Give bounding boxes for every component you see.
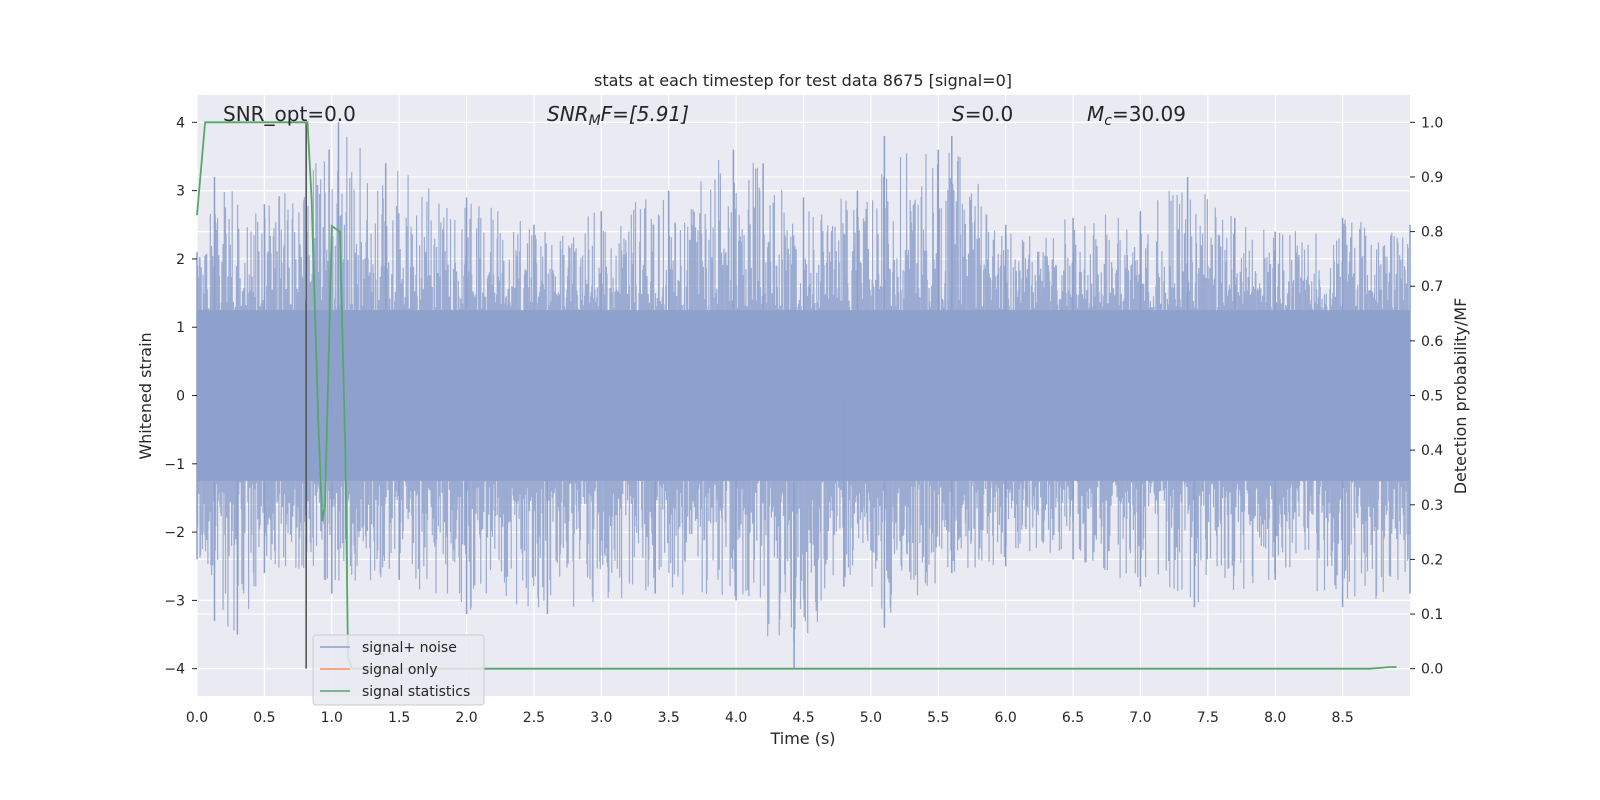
annotation-mc-base: M bbox=[1087, 102, 1104, 126]
y-axis-right-ticks: 0.0 0.1 0.2 0.3 0.4 0.5 0.6 0.7 0.8 0.9 1.0 bbox=[1410, 115, 1443, 678]
y-right-tick-label: 0.2 bbox=[1421, 552, 1443, 568]
statistics-line bbox=[196, 121, 1397, 670]
y-tick-label: −4 bbox=[164, 662, 185, 678]
y-right-tick-label: 0.5 bbox=[1421, 389, 1443, 405]
annotation-snr-mf: SNRMF=[5.91] bbox=[547, 102, 689, 129]
annotation-mc-sub: c bbox=[1104, 113, 1112, 129]
legend-box bbox=[312, 634, 485, 706]
y-right-tick-label: 0.1 bbox=[1421, 607, 1443, 623]
x-tick-label: 8.0 bbox=[1264, 710, 1286, 726]
annotation-s-value: =0.0 bbox=[965, 102, 1014, 126]
y-right-tick-label: 0.6 bbox=[1421, 334, 1443, 350]
annotation-mc-value: =30.09 bbox=[1112, 102, 1186, 126]
y-axis-right-label: Detection probability/MF bbox=[1451, 298, 1470, 495]
annotation-snr-mf-base: SNR bbox=[547, 102, 589, 126]
x-tick-label: 1.5 bbox=[388, 710, 410, 726]
annotation-snr-mf-sub: M bbox=[589, 113, 601, 129]
y-axis-label: Whitened strain bbox=[136, 332, 155, 459]
x-tick-label: 3.5 bbox=[658, 710, 680, 726]
series-signal-statistics bbox=[196, 121, 1397, 670]
legend-label-signal-noise: signal+ noise bbox=[362, 640, 457, 656]
annotation-mc: Mc=30.09 bbox=[1087, 102, 1186, 129]
x-axis-label: Time (s) bbox=[769, 729, 835, 748]
y-tick-label: 1 bbox=[176, 320, 185, 336]
x-tick-label: 4.0 bbox=[725, 710, 747, 726]
x-axis-ticks: 0.0 0.5 1.0 1.5 2.0 2.5 3.0 3.5 4.0 4.5 5.0 5.5 6.0 6… bbox=[186, 710, 1354, 726]
y-right-tick-label: 1.0 bbox=[1421, 115, 1443, 131]
y-right-tick-label: 0.3 bbox=[1421, 498, 1443, 514]
x-tick-label: 7.5 bbox=[1197, 710, 1219, 726]
y-tick-label: −2 bbox=[164, 525, 185, 541]
legend: signal+ noise signal only signal statist… bbox=[312, 634, 485, 706]
x-tick-label: 6.0 bbox=[995, 710, 1017, 726]
annotation-s: S=0.0 bbox=[952, 102, 1013, 126]
x-tick-label: 2.0 bbox=[455, 710, 477, 726]
y-right-tick-label: 0.7 bbox=[1421, 279, 1443, 295]
y-tick-label: 3 bbox=[176, 184, 185, 200]
y-tick-label: 2 bbox=[176, 252, 185, 268]
x-tick-label: 3.0 bbox=[590, 710, 612, 726]
y-tick-label: −1 bbox=[164, 457, 185, 473]
noise-peak-spikes bbox=[196, 122, 1411, 669]
y-tick-label: 4 bbox=[176, 115, 185, 131]
y-tick-label: −3 bbox=[164, 593, 185, 609]
legend-label-signal-only: signal only bbox=[362, 662, 437, 678]
x-tick-label: 5.5 bbox=[927, 710, 949, 726]
series-signal-noise bbox=[196, 122, 1411, 669]
chart-title: stats at each timestep for test data 867… bbox=[594, 71, 1012, 90]
x-tick-label: 8.5 bbox=[1331, 710, 1353, 726]
y-right-tick-label: 0.0 bbox=[1421, 662, 1443, 678]
y-right-tick-label: 0.9 bbox=[1421, 170, 1443, 186]
x-tick-label: 7.0 bbox=[1129, 710, 1151, 726]
x-tick-label: 2.5 bbox=[523, 710, 545, 726]
x-tick-label: 0.5 bbox=[253, 710, 275, 726]
x-tick-label: 0.0 bbox=[186, 710, 208, 726]
x-tick-label: 4.5 bbox=[792, 710, 814, 726]
x-tick-label: 1.0 bbox=[321, 710, 343, 726]
annotation-s-base: S bbox=[952, 102, 965, 126]
legend-label-signal-statistics: signal statistics bbox=[362, 684, 470, 700]
annotation-snr-opt: SNR_opt=0.0 bbox=[223, 102, 356, 126]
annotation-snr-mf-f: F=[5.91] bbox=[601, 102, 689, 126]
y-right-tick-label: 0.8 bbox=[1421, 225, 1443, 241]
x-tick-label: 6.5 bbox=[1062, 710, 1084, 726]
x-tick-label: 5.0 bbox=[860, 710, 882, 726]
y-axis-left-ticks: −4 −3 −2 −1 0 1 2 3 4 bbox=[164, 115, 197, 678]
y-tick-label: 0 bbox=[176, 389, 185, 405]
y-right-tick-label: 0.4 bbox=[1421, 443, 1443, 459]
